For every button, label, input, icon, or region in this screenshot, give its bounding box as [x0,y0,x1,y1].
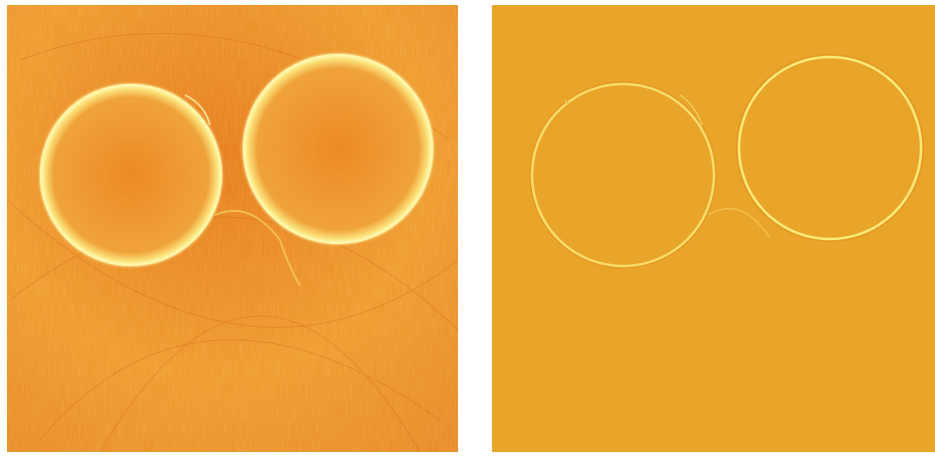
right-reconstruction [492,5,935,452]
left-reconstruction [7,5,458,452]
